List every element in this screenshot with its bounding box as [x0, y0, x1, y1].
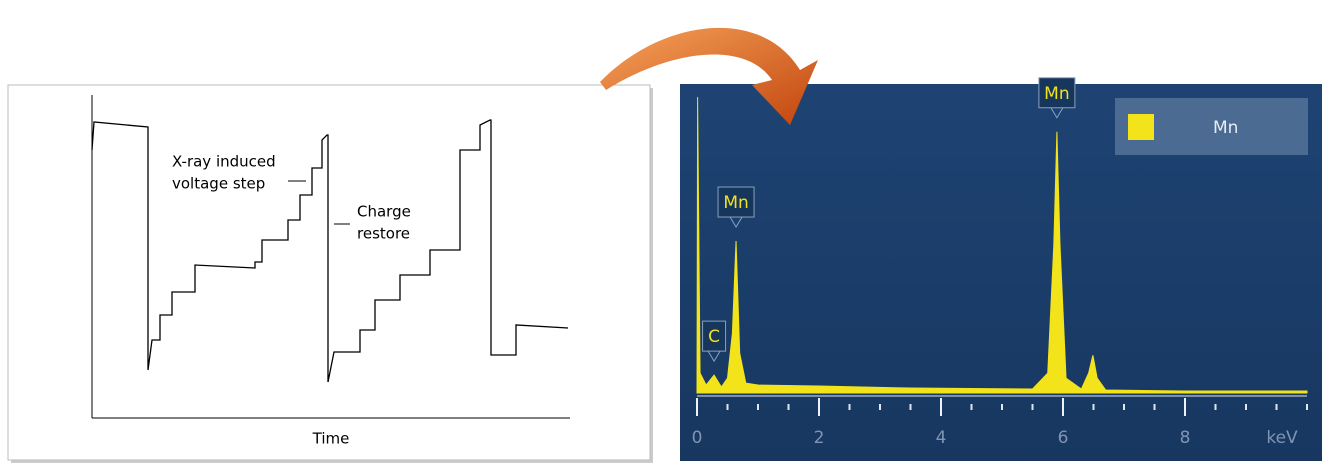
page: Time X-ray induced voltage step Charge r… — [0, 0, 1330, 469]
x-label: keV — [1266, 428, 1298, 448]
legend-label: Mn — [1213, 118, 1238, 138]
legend-swatch — [1128, 114, 1154, 140]
peak-label: Mn — [1044, 84, 1069, 104]
peak-label: C — [708, 327, 720, 347]
x-tick-label: 2 — [814, 428, 825, 448]
x-tick-label: 4 — [936, 428, 947, 448]
annotation: X-ray induced — [172, 153, 276, 171]
x-label: Time — [312, 430, 350, 448]
x-tick-label: 8 — [1180, 428, 1191, 448]
left-panel — [8, 85, 650, 460]
peak-label: Mn — [723, 193, 748, 213]
figure: Time X-ray induced voltage step Charge r… — [0, 0, 1330, 465]
annotation: Charge — [357, 203, 411, 221]
x-tick-label: 6 — [1058, 428, 1069, 448]
annotation: restore — [357, 225, 410, 243]
x-tick-label: 0 — [692, 428, 703, 448]
annotation: voltage step — [172, 175, 265, 193]
